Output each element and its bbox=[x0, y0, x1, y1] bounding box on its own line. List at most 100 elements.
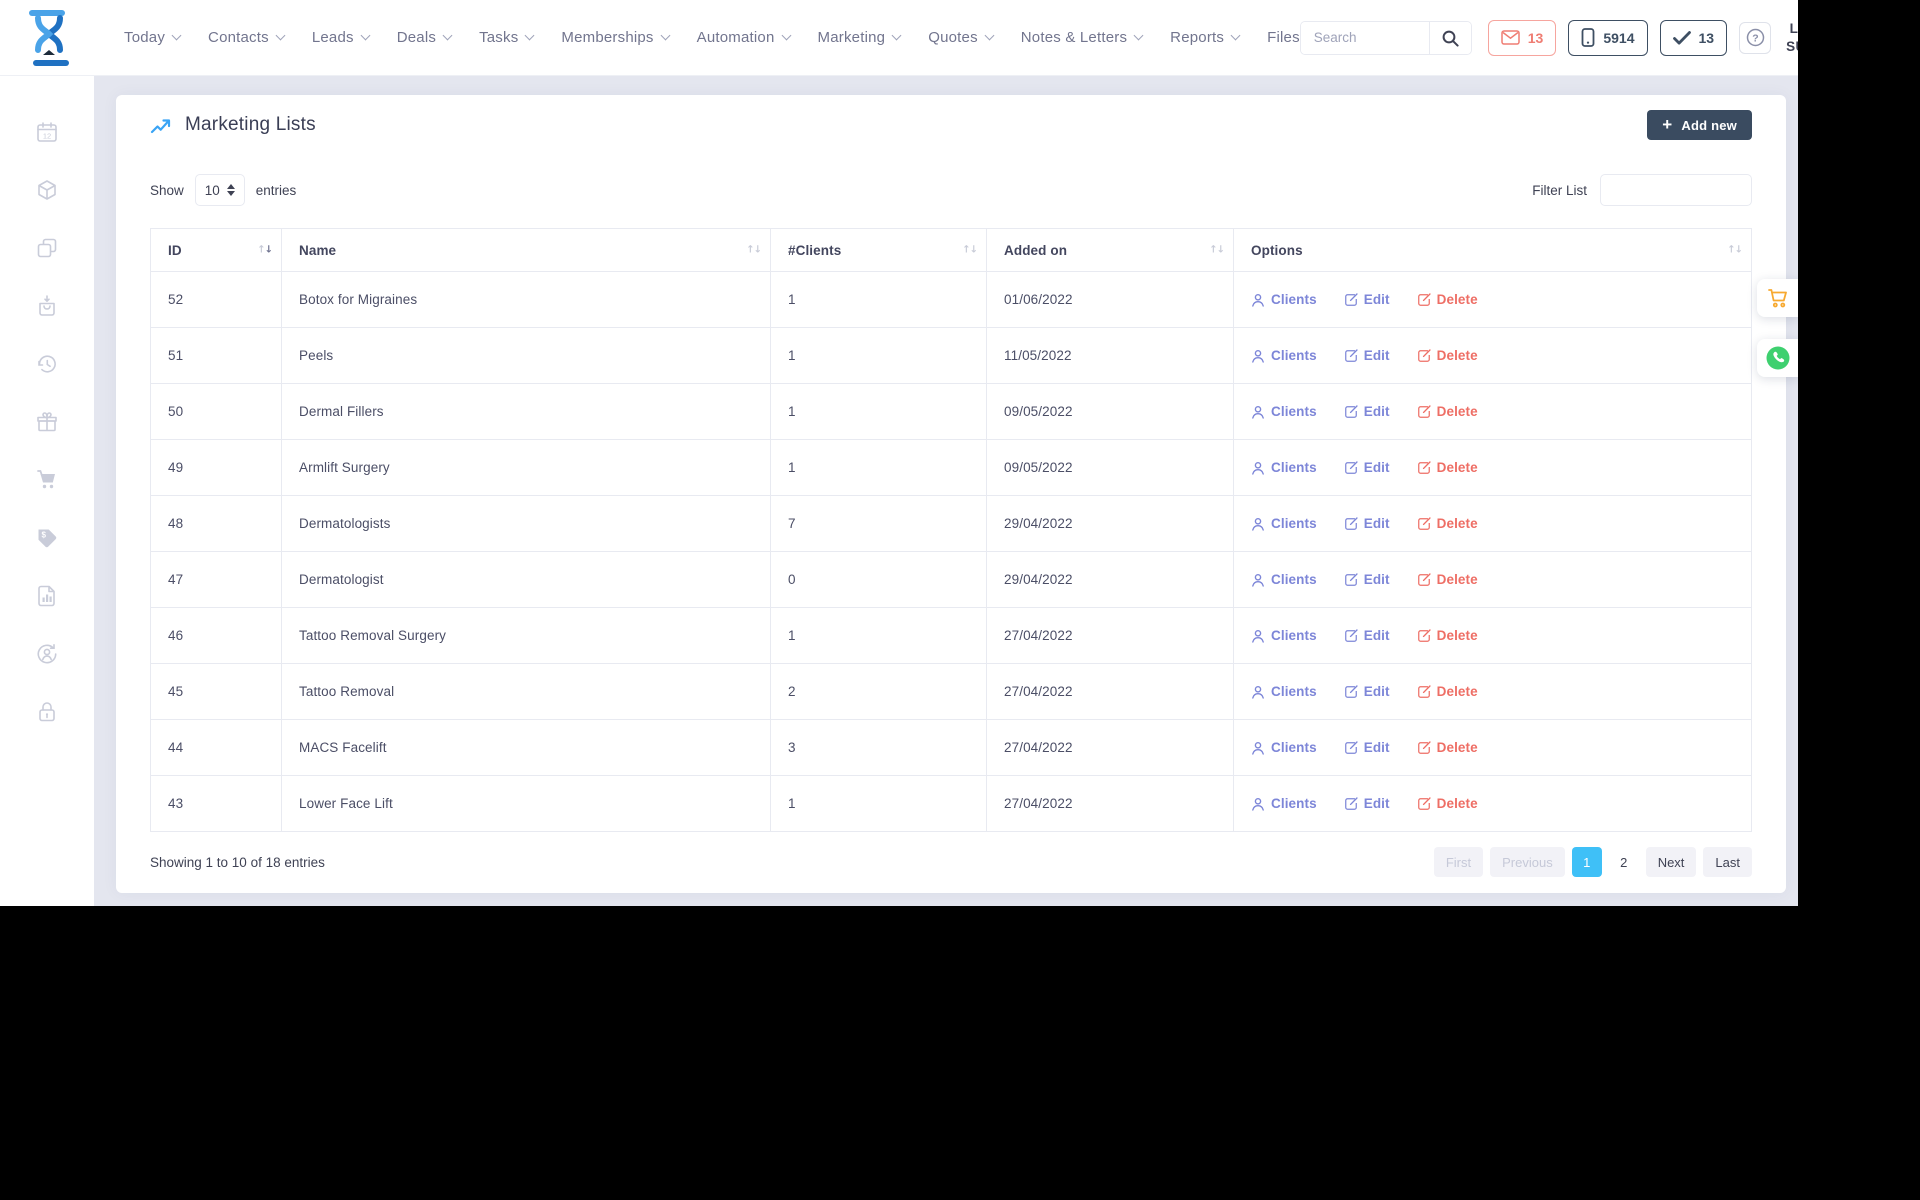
nav-item[interactable]: Files bbox=[1267, 29, 1300, 46]
edit-link[interactable]: Edit bbox=[1344, 404, 1390, 419]
edit-link[interactable]: Edit bbox=[1344, 796, 1390, 811]
edit-link[interactable]: Edit bbox=[1344, 348, 1390, 363]
column-header-id[interactable]: ID ↑↓ bbox=[150, 228, 282, 272]
pagination-page-2[interactable]: 2 bbox=[1620, 854, 1628, 870]
sidebar-item-shop[interactable] bbox=[35, 468, 59, 492]
tasks-done-button[interactable]: 13 bbox=[1659, 19, 1728, 56]
delete-link[interactable]: Delete bbox=[1417, 460, 1478, 475]
edit-link[interactable]: Edit bbox=[1344, 516, 1390, 531]
nav-item[interactable]: Memberships bbox=[561, 29, 671, 46]
sidebar-item-history[interactable] bbox=[35, 352, 59, 376]
sidebar-item-orders[interactable] bbox=[35, 294, 59, 318]
app-logo-icon[interactable] bbox=[26, 9, 72, 67]
cell-clients: 2 bbox=[770, 663, 987, 720]
edit-link[interactable]: Edit bbox=[1344, 572, 1390, 587]
delete-link[interactable]: Delete bbox=[1417, 404, 1478, 419]
sidebar-item-reports[interactable] bbox=[35, 584, 59, 608]
clients-link-label: Clients bbox=[1271, 404, 1317, 419]
table-wrap: ID ↑↓ Name ↑↓ #Clients ↑↓ bbox=[116, 228, 1786, 832]
nav-item[interactable]: Tasks bbox=[479, 29, 535, 46]
mail-notifications-button[interactable]: 13 bbox=[1487, 19, 1557, 56]
delete-link[interactable]: Delete bbox=[1417, 516, 1478, 531]
delete-link-label: Delete bbox=[1436, 516, 1478, 531]
sidebar-item-calendar[interactable]: 12 bbox=[35, 120, 59, 144]
add-new-button[interactable]: + Add new bbox=[1647, 110, 1752, 140]
delete-link-label: Delete bbox=[1436, 796, 1478, 811]
column-header-name[interactable]: Name ↑↓ bbox=[281, 228, 771, 272]
table-row: 49 Armlift Surgery 1 09/05/2022 bbox=[150, 439, 1752, 496]
delete-link[interactable]: Delete bbox=[1417, 292, 1478, 307]
nav-item[interactable]: Contacts bbox=[208, 29, 286, 46]
chevron-down-icon bbox=[442, 30, 453, 41]
column-header-added-on[interactable]: Added on ↑↓ bbox=[986, 228, 1234, 272]
pagination-last-button[interactable]: Last bbox=[1703, 847, 1752, 877]
cell-clients: 1 bbox=[770, 775, 987, 832]
edit-link[interactable]: Edit bbox=[1344, 460, 1390, 475]
user-name-line2: SUPPORT bbox=[1786, 38, 1798, 54]
page-size-select[interactable]: 10 bbox=[194, 174, 245, 206]
floating-cart-button[interactable] bbox=[1757, 279, 1798, 317]
clients-link[interactable]: Clients bbox=[1251, 348, 1317, 363]
cell-added-on: 09/05/2022 bbox=[986, 439, 1234, 496]
nav-item[interactable]: Automation bbox=[696, 29, 791, 46]
delete-edit-icon bbox=[1417, 404, 1431, 418]
clients-link[interactable]: Clients bbox=[1251, 740, 1317, 755]
pagination-next-button[interactable]: Next bbox=[1645, 847, 1697, 877]
sidebar-item-gifts[interactable] bbox=[35, 410, 59, 434]
pagination-previous-button[interactable]: Previous bbox=[1490, 847, 1565, 877]
edit-icon bbox=[1344, 572, 1358, 586]
column-header-clients[interactable]: #Clients ↑↓ bbox=[770, 228, 987, 272]
clients-link[interactable]: Clients bbox=[1251, 572, 1317, 587]
column-label: ID bbox=[168, 242, 182, 258]
nav-item-label: Automation bbox=[696, 29, 775, 46]
floating-whatsapp-button[interactable] bbox=[1757, 339, 1798, 377]
clients-link[interactable]: Clients bbox=[1251, 628, 1317, 643]
sidebar-item-pricing[interactable]: $ bbox=[35, 526, 59, 550]
column-header-options[interactable]: Options ↑↓ bbox=[1233, 228, 1752, 272]
nav-item[interactable]: Leads bbox=[311, 29, 371, 46]
sort-icon: ↑↓ bbox=[962, 244, 978, 256]
nav-item[interactable]: Today bbox=[124, 29, 182, 46]
filter-label: Filter List bbox=[1532, 182, 1587, 198]
nav-item[interactable]: Reports bbox=[1170, 29, 1241, 46]
clients-link[interactable]: Clients bbox=[1251, 460, 1317, 475]
top-navigation-bar: Today Contacts Leads Deals Tasks bbox=[0, 0, 1798, 76]
delete-link[interactable]: Delete bbox=[1417, 796, 1478, 811]
phone-calls-button[interactable]: 5914 bbox=[1568, 19, 1648, 56]
sidebar-item-account[interactable] bbox=[35, 642, 59, 666]
edit-link[interactable]: Edit bbox=[1344, 292, 1390, 307]
pagination-page-1[interactable]: 1 bbox=[1571, 847, 1602, 877]
edit-link[interactable]: Edit bbox=[1344, 740, 1390, 755]
nav-item[interactable]: Deals bbox=[397, 29, 453, 46]
sidebar-item-duplicates[interactable] bbox=[35, 236, 59, 260]
sidebar-item-security[interactable] bbox=[35, 700, 59, 724]
delete-link[interactable]: Delete bbox=[1417, 740, 1478, 755]
person-icon bbox=[1252, 573, 1264, 587]
clients-link[interactable]: Clients bbox=[1251, 684, 1317, 699]
edit-link[interactable]: Edit bbox=[1344, 628, 1390, 643]
delete-link[interactable]: Delete bbox=[1417, 684, 1478, 699]
filter-input[interactable] bbox=[1600, 174, 1752, 206]
clients-link[interactable]: Clients bbox=[1251, 404, 1317, 419]
check-badge-count: 13 bbox=[1698, 29, 1715, 46]
nav-item-label: Leads bbox=[311, 29, 354, 46]
cell-id: 45 bbox=[150, 663, 282, 720]
nav-item[interactable]: Quotes bbox=[928, 29, 995, 46]
cell-name: Dermatologists bbox=[281, 495, 771, 552]
nav-item[interactable]: Notes & Letters bbox=[1021, 29, 1144, 46]
help-button[interactable]: ? bbox=[1739, 21, 1772, 54]
cell-added-on: 27/04/2022 bbox=[986, 719, 1234, 776]
pagination-first-button[interactable]: First bbox=[1433, 847, 1484, 877]
search-button[interactable] bbox=[1428, 21, 1471, 54]
cell-id: 43 bbox=[150, 775, 282, 832]
clients-link[interactable]: Clients bbox=[1251, 516, 1317, 531]
sidebar-item-products[interactable] bbox=[35, 178, 59, 202]
edit-link[interactable]: Edit bbox=[1344, 684, 1390, 699]
nav-item[interactable]: Marketing bbox=[818, 29, 902, 46]
clients-link[interactable]: Clients bbox=[1251, 796, 1317, 811]
clients-link[interactable]: Clients bbox=[1251, 292, 1317, 307]
search-input[interactable] bbox=[1300, 21, 1429, 54]
delete-link[interactable]: Delete bbox=[1417, 348, 1478, 363]
delete-link[interactable]: Delete bbox=[1417, 628, 1478, 643]
delete-link[interactable]: Delete bbox=[1417, 572, 1478, 587]
